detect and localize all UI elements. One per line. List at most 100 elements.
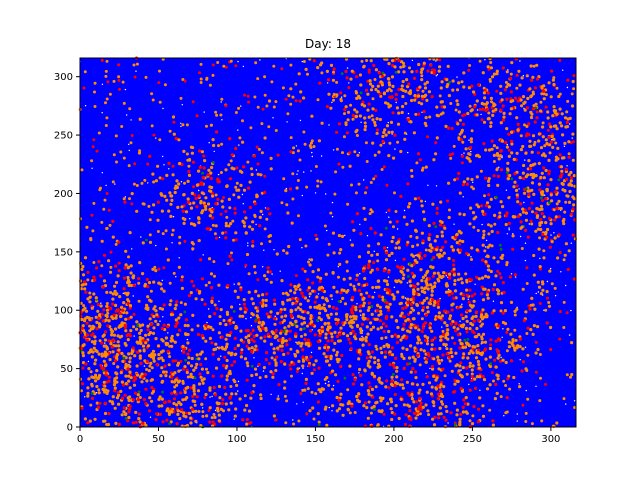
infected-point bbox=[367, 301, 371, 305]
exposed-point bbox=[186, 324, 190, 328]
exposed-point bbox=[177, 138, 181, 142]
empty-cell-point bbox=[180, 122, 182, 125]
exposed-point bbox=[436, 277, 440, 281]
exposed-point bbox=[410, 169, 414, 173]
infected-point bbox=[507, 221, 511, 225]
empty-cell-point bbox=[571, 137, 573, 139]
infected-point bbox=[100, 341, 104, 345]
exposed-point bbox=[569, 375, 572, 379]
empty-cell-point bbox=[168, 168, 170, 170]
exposed-point bbox=[135, 209, 139, 213]
exposed-point bbox=[336, 318, 340, 322]
infected-point bbox=[193, 193, 197, 197]
exposed-point bbox=[291, 197, 295, 201]
exposed-point bbox=[549, 325, 553, 330]
empty-cell-point bbox=[518, 383, 520, 385]
exposed-point bbox=[425, 296, 429, 300]
exposed-point bbox=[417, 311, 421, 315]
exposed-point bbox=[162, 289, 166, 293]
infected-point bbox=[402, 322, 406, 326]
exposed-point bbox=[217, 357, 221, 361]
exposed-point bbox=[364, 335, 368, 340]
empty-cell-point bbox=[453, 223, 455, 225]
exposed-point bbox=[352, 228, 356, 232]
exposed-point bbox=[379, 309, 383, 313]
exposed-point bbox=[387, 329, 391, 334]
infected-point bbox=[464, 402, 468, 406]
exposed-point bbox=[176, 412, 180, 416]
exposed-point bbox=[330, 332, 334, 336]
exposed-point bbox=[376, 90, 380, 94]
exposed-point bbox=[115, 396, 120, 400]
exposed-point bbox=[530, 422, 534, 426]
exposed-point bbox=[217, 346, 221, 350]
exposed-point bbox=[519, 134, 523, 138]
exposed-point bbox=[180, 275, 184, 279]
exposed-point bbox=[172, 271, 176, 275]
exposed-point bbox=[420, 94, 424, 98]
exposed-point bbox=[447, 215, 451, 220]
infected-point bbox=[513, 172, 517, 176]
infected-point bbox=[224, 65, 228, 69]
exposed-point bbox=[507, 340, 511, 344]
exposed-point bbox=[544, 168, 548, 173]
exposed-point bbox=[88, 318, 92, 322]
exposed-point bbox=[274, 368, 278, 373]
infected-point bbox=[261, 326, 265, 330]
infected-point bbox=[571, 207, 575, 211]
exposed-point bbox=[374, 385, 378, 389]
exposed-point bbox=[148, 364, 152, 368]
exposed-point bbox=[173, 340, 177, 344]
infected-point bbox=[121, 396, 125, 400]
exposed-point bbox=[269, 280, 273, 284]
exposed-point bbox=[519, 98, 523, 102]
exposed-point bbox=[341, 165, 345, 169]
exposed-point bbox=[369, 59, 373, 63]
exposed-point bbox=[308, 144, 312, 148]
exposed-point bbox=[383, 355, 387, 359]
exposed-point bbox=[395, 241, 399, 245]
infected-point bbox=[312, 368, 316, 372]
exposed-point bbox=[545, 142, 549, 146]
infected-point bbox=[326, 339, 330, 343]
exposed-point bbox=[281, 86, 285, 90]
infected-point bbox=[494, 382, 498, 386]
exposed-point bbox=[324, 359, 329, 363]
exposed-point bbox=[271, 375, 275, 379]
exposed-point bbox=[81, 354, 85, 358]
exposed-point bbox=[90, 382, 94, 386]
exposed-point bbox=[453, 401, 457, 405]
infected-point bbox=[288, 187, 293, 191]
recovered-point bbox=[316, 319, 319, 322]
exposed-point bbox=[361, 304, 365, 308]
exposed-point bbox=[499, 121, 503, 125]
exposed-point bbox=[438, 252, 442, 256]
exposed-point bbox=[458, 338, 462, 342]
exposed-point bbox=[424, 93, 428, 97]
exposed-point bbox=[513, 328, 517, 332]
infected-point bbox=[515, 184, 519, 188]
exposed-point bbox=[224, 323, 228, 327]
exposed-point bbox=[495, 69, 499, 73]
empty-cell-point bbox=[523, 201, 525, 204]
exposed-point bbox=[119, 314, 123, 319]
infected-point bbox=[411, 367, 415, 371]
exposed-point bbox=[342, 135, 346, 139]
exposed-point bbox=[111, 235, 115, 239]
exposed-point bbox=[80, 389, 83, 393]
exposed-point bbox=[544, 308, 548, 312]
infected-point bbox=[499, 168, 504, 172]
infected-point bbox=[241, 418, 245, 422]
infected-point bbox=[226, 283, 230, 288]
exposed-point bbox=[573, 406, 577, 409]
exposed-point bbox=[102, 207, 106, 211]
exposed-point bbox=[471, 315, 475, 319]
exposed-point bbox=[243, 394, 247, 398]
exposed-point bbox=[524, 218, 529, 222]
exposed-point bbox=[250, 172, 254, 177]
exposed-point bbox=[409, 370, 413, 374]
recovered-point bbox=[145, 238, 148, 242]
infected-point bbox=[402, 315, 407, 319]
infected-point bbox=[414, 292, 418, 296]
exposed-point bbox=[156, 322, 160, 327]
